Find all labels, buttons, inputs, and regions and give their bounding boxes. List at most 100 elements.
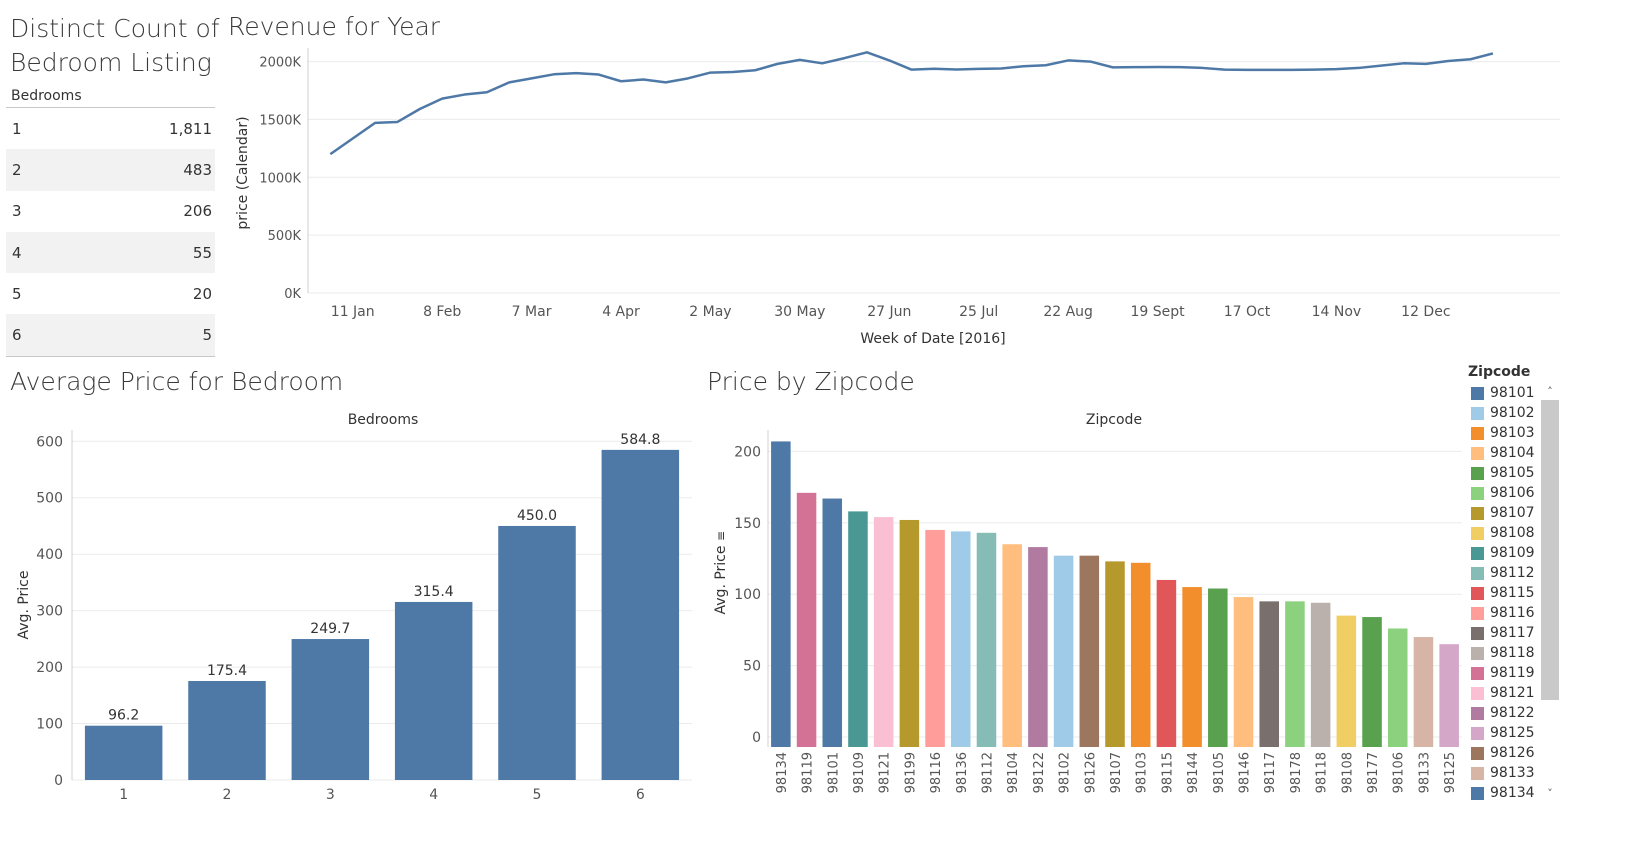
legend-item[interactable]: 98134 [1466,783,1560,803]
legend-label: 98118 [1490,645,1535,661]
bedroom-cell: 3 [12,202,22,221]
bar-zip-98134 [771,441,791,747]
legend-item[interactable]: 98109 [1466,543,1560,563]
legend-label: 98119 [1490,665,1535,681]
count-cell: 1,811 [169,119,212,138]
x-tick-label: 2 [223,787,232,803]
legend-item[interactable]: 98115 [1466,583,1560,603]
scroll-down-icon[interactable]: ˅ [1547,787,1553,800]
x-tick-label: 98125 [1443,752,1458,793]
x-tick-label: 98136 [955,752,970,793]
x-tick-label: 12 Dec [1401,304,1450,320]
x-tick-label: 98199 [903,752,918,793]
bar-bedroom-4 [394,601,473,780]
legend-swatch [1471,386,1484,400]
legend-item[interactable]: 98108 [1466,523,1560,543]
legend-item[interactable]: 98102 [1466,403,1560,423]
table-row: 4 55 [6,231,215,274]
legend-swatch [1471,766,1484,780]
legend-label: 98107 [1490,505,1535,521]
legend-item[interactable]: 98118 [1466,643,1560,663]
legend-item[interactable]: 98126 [1466,743,1560,763]
bar-zip-98199 [899,519,920,747]
x-tick-label: 98105 [1212,752,1227,793]
y-tick-label: 2000K [259,56,301,71]
legend-label: 98103 [1490,425,1535,441]
legend-label: 98121 [1490,685,1535,701]
legend-item[interactable]: 98107 [1466,503,1560,523]
sort-icon[interactable]: ≡ [714,531,728,541]
legend-label: 98102 [1490,405,1535,421]
x-tick-label: 98102 [1058,752,1073,793]
bar-zip-98101 [822,498,843,747]
legend-items: 98101 98102 98103 98104 98105 98106 98107 98108… [1466,383,1560,803]
legend-label: 98133 [1490,765,1535,781]
legend-swatch [1471,686,1484,700]
bar-zip-98103 [1130,562,1151,747]
legend-item[interactable]: 98104 [1466,443,1560,463]
bar-bedroom-3 [291,639,370,780]
y-tick-label: 100 [734,587,761,603]
legend-item[interactable]: 98103 [1466,423,1560,443]
legend-item[interactable]: 98116 [1466,603,1560,623]
legend-label: 98109 [1490,545,1535,561]
bar-zip-98117 [1259,601,1279,747]
y-axis-label: price (Calendar) [235,116,251,229]
x-tick-label: 98134 [775,752,790,793]
bar-zip-98144 [1182,587,1202,747]
count-cell: 483 [183,160,212,179]
legend-item[interactable]: 98133 [1466,763,1560,783]
bar-value-label: 175.4 [207,663,247,679]
legend-label: 98126 [1490,745,1535,761]
y-tick-label: 200 [36,660,63,676]
legend-label: 98115 [1490,585,1535,601]
legend-item[interactable]: 98117 [1466,623,1560,643]
y-tick-label: 500 [36,491,63,507]
legend-item[interactable]: 98106 [1466,483,1560,503]
bar-zip-98177 [1362,617,1382,747]
legend-swatch [1471,626,1484,640]
legend-swatch [1471,406,1484,420]
legend-item[interactable]: 98105 [1466,463,1560,483]
legend-swatch [1471,486,1484,500]
bar-zip-98146 [1233,597,1254,747]
legend-item[interactable]: 98112 [1466,563,1560,583]
y-tick-label: 300 [36,604,63,620]
legend-label: 98125 [1490,725,1535,741]
y-tick-label: 400 [36,547,63,563]
chart-header: Zipcode [1086,412,1142,428]
x-tick-label: 98178 [1289,752,1304,793]
legend-label: 98122 [1490,705,1535,721]
legend-item[interactable]: 98119 [1466,663,1560,683]
bar-zip-98106 [1387,628,1408,747]
legend-item[interactable]: 98122 [1466,703,1560,723]
legend-swatch [1471,666,1484,680]
scroll-up-icon[interactable]: ˄ [1547,385,1553,398]
y-axis-label: Avg. Price [16,571,32,640]
legend-item[interactable]: 98121 [1466,683,1560,703]
bar-zip-98136 [951,531,971,747]
legend-swatch [1471,446,1484,460]
x-tick-label: 98101 [826,752,841,793]
x-tick-label: 98117 [1263,752,1278,793]
price-zip-title: Price by Zipcode [707,367,915,396]
x-tick-label: 1 [119,787,128,803]
legend-scrollbar[interactable]: ˄ ˅ [1541,384,1559,804]
x-tick-label: 98144 [1186,752,1201,793]
count-cell: 20 [192,284,212,303]
x-tick-label: 98121 [878,752,893,793]
bar-zip-98126 [1079,555,1100,747]
legend-label: 98112 [1490,565,1535,581]
legend-item[interactable]: 98125 [1466,723,1560,743]
legend-swatch [1471,706,1484,720]
legend-label: 98105 [1490,465,1535,481]
bar-value-label: 315.4 [414,584,454,600]
legend-swatch [1471,606,1484,620]
x-tick-label: 17 Oct [1224,304,1271,320]
legend-swatch [1471,586,1484,600]
legend-item[interactable]: 98101 [1466,383,1560,403]
bar-zip-98108 [1336,615,1357,747]
scrollbar-thumb[interactable] [1541,400,1559,700]
x-tick-label: 98107 [1109,752,1124,793]
